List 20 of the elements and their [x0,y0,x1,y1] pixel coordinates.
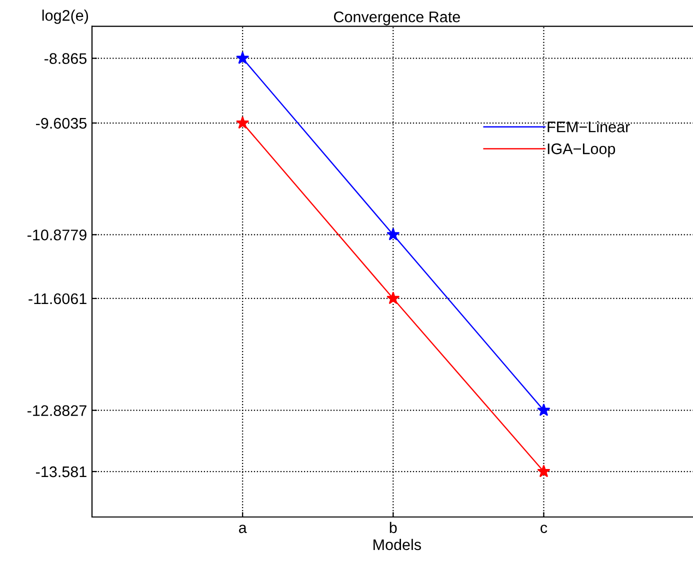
y-tick-label: -9.6035 [36,118,87,129]
x-tick-label: c [540,524,548,534]
y-axis-title: log2(e) [42,10,88,24]
y-tick-label: -12.8827 [28,405,86,416]
x-tick-label: b [390,522,397,534]
y-tick-label: -11.6061 [28,293,86,304]
point [236,116,250,129]
point [386,228,400,240]
legend-label: IGA−Loop [548,143,616,158]
chart-title: Convergence Rate [334,11,460,26]
point [236,51,250,64]
x-axis-title: Models [374,538,421,550]
y-tick-label: -8.865 [44,53,87,64]
legend-label: FEM−Linear [548,121,630,132]
y-tick-label: -13.581 [36,466,86,478]
point [537,403,550,416]
point [386,292,400,304]
point [537,464,550,478]
y-tick-label: -10.8779 [28,230,86,240]
x-tick-label: a [238,524,247,534]
